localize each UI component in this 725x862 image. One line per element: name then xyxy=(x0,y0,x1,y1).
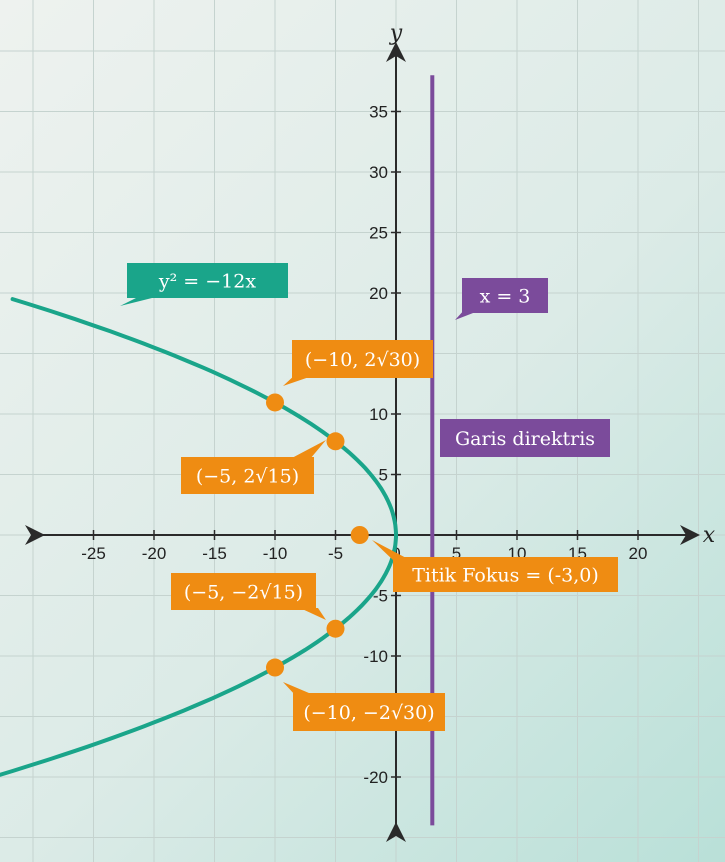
point-label-3: (−10, −2√30) xyxy=(283,682,445,731)
point-marker-2 xyxy=(326,619,345,638)
focus-label-pointer xyxy=(372,540,410,560)
point-label-2-text: (−5, −2√15) xyxy=(184,582,303,604)
y-tick-label: 5 xyxy=(379,466,388,485)
x-tick-label: -5 xyxy=(328,544,343,563)
y-tick-label: 20 xyxy=(369,284,388,303)
point-label-3-pointer xyxy=(283,682,316,696)
parabola-curve xyxy=(0,297,398,777)
equation-label-text: y² = −12x xyxy=(158,271,256,293)
directrix-name-label: Garis direktris xyxy=(440,419,610,457)
point-marker-0 xyxy=(266,393,284,412)
point-label-0-text: (−10, 2√30) xyxy=(305,349,420,371)
point-label-3-box xyxy=(293,693,445,731)
point-label-1-box xyxy=(181,457,314,494)
directrix-equation-label-box xyxy=(462,278,548,313)
y-tick-label: 10 xyxy=(369,405,388,424)
point-label-3-text: (−10, −2√30) xyxy=(303,702,434,724)
point-marker-3 xyxy=(266,658,284,677)
labels-layer: y² = −12x x = 3 Garis direktris (−10, 2√30)… xyxy=(120,263,618,731)
point-label-1: (−5, 2√15) xyxy=(181,440,326,494)
point-marker-4 xyxy=(350,526,369,544)
focus-label: Titik Fokus = (-3,0) xyxy=(372,540,618,592)
point-label-2: (−5, −2√15) xyxy=(171,573,326,620)
directrix-name-label-text: Garis direktris xyxy=(455,428,595,450)
x-tick-label: -10 xyxy=(263,544,288,563)
x-tick-label: -20 xyxy=(142,544,167,563)
focus-label-box xyxy=(393,557,618,592)
directrix-equation-label: x = 3 xyxy=(455,278,548,320)
point-label-1-text: (−5, 2√15) xyxy=(196,466,299,488)
focus-label-text: Titik Fokus = (-3,0) xyxy=(412,565,599,587)
equation-label: y² = −12x xyxy=(120,263,288,306)
equation-label-pointer xyxy=(120,296,160,306)
directrix-name-label-box xyxy=(440,419,610,457)
y-tick-label: -10 xyxy=(363,647,388,666)
y-axis-title: y xyxy=(389,21,403,46)
point-marker-1 xyxy=(326,432,345,451)
x-tick-label: -25 xyxy=(81,544,106,563)
x-tick-label: -15 xyxy=(202,544,227,563)
directrix-equation-label-text: x = 3 xyxy=(480,286,531,308)
point-label-0-box xyxy=(292,340,433,378)
x-axis-title: x xyxy=(703,523,716,548)
point-label-1-pointer xyxy=(290,440,326,459)
x-tick-label: 5 xyxy=(452,544,461,563)
y-tick-label: 25 xyxy=(369,224,388,243)
y-tick-label: 35 xyxy=(369,103,388,122)
y-tick-label: -20 xyxy=(363,768,388,787)
point-label-2-pointer xyxy=(300,608,326,620)
y-tick-label: 30 xyxy=(369,163,388,182)
point-label-0: (−10, 2√30) xyxy=(283,340,433,386)
equation-label-box xyxy=(127,263,288,298)
x-tick-label: 20 xyxy=(629,544,648,563)
point-label-2-box xyxy=(171,573,316,610)
